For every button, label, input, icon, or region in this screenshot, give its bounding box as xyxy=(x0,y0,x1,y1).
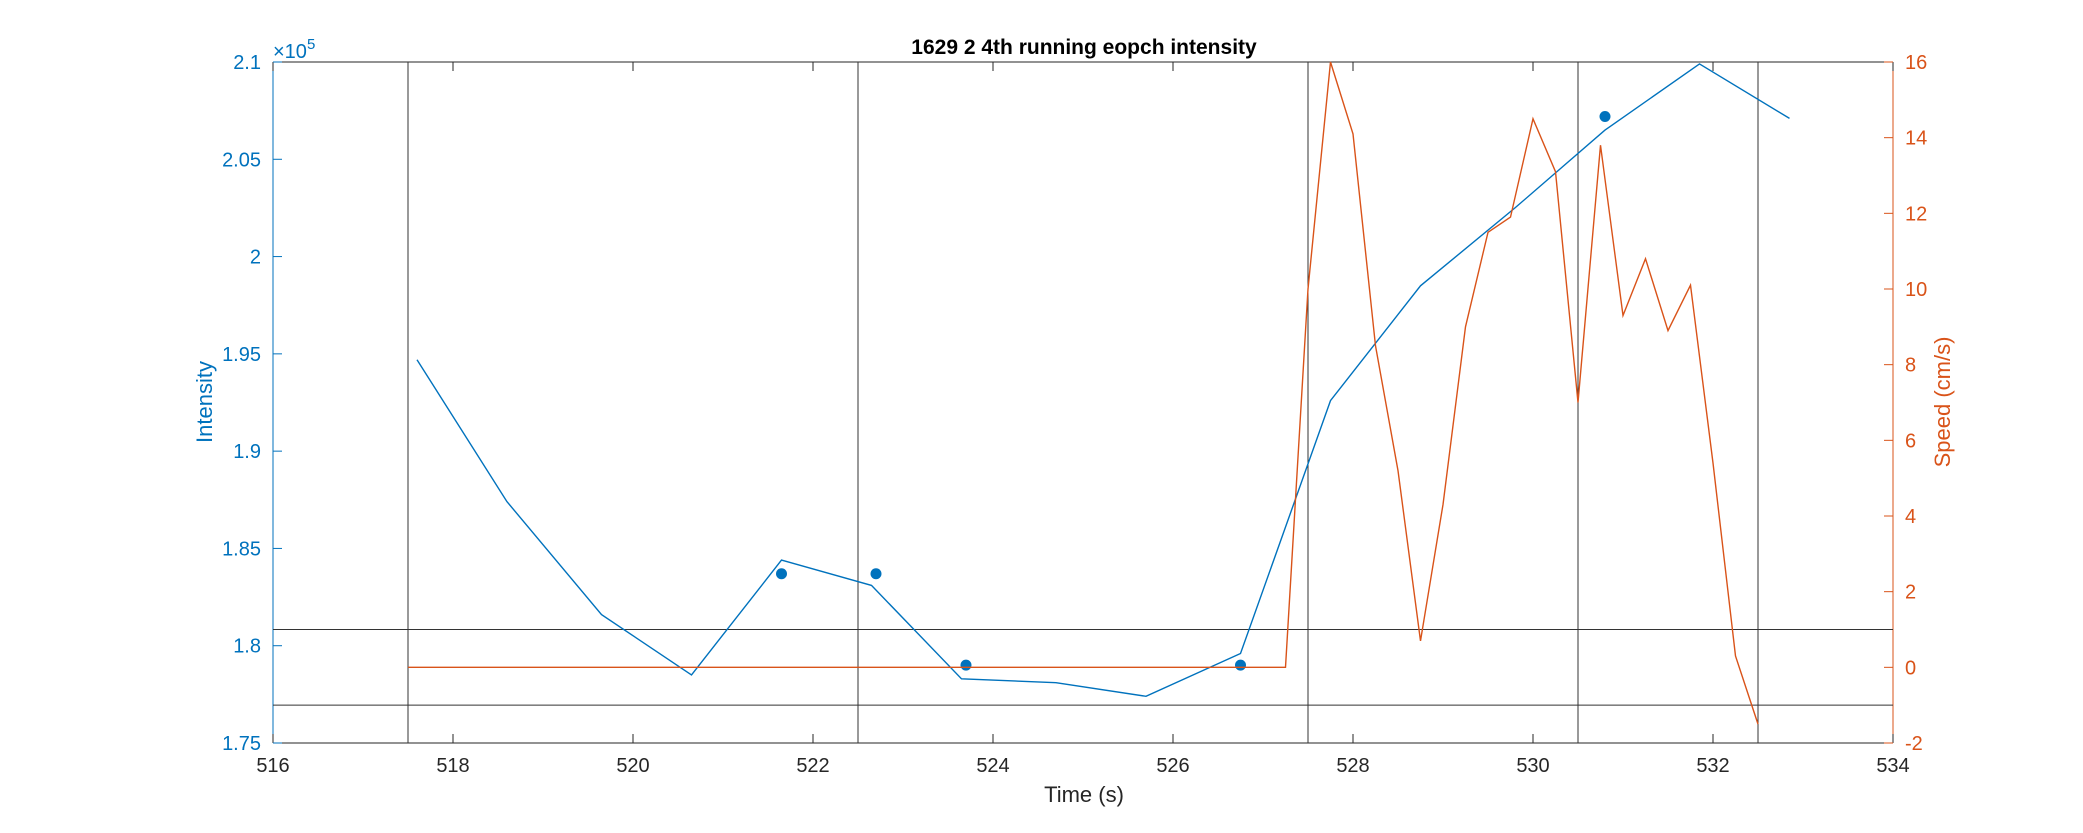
y-left-exponent-label: ×105 xyxy=(273,36,315,63)
x-tick-label: 526 xyxy=(1156,755,1189,777)
y-left-exponent-power: 5 xyxy=(307,36,315,53)
y-left-exponent-base: ×10 xyxy=(273,41,307,63)
y-right-tick-label: 4 xyxy=(1905,506,1916,528)
x-axis-title: Time (s) xyxy=(1044,782,1124,807)
x-tick-label: 528 xyxy=(1336,755,1369,777)
y-left-tick-label: 1.75 xyxy=(222,733,261,755)
speed-series-line xyxy=(408,61,1759,725)
y-right-tick-label: -2 xyxy=(1905,733,1923,755)
x-tick-label: 520 xyxy=(616,755,649,777)
y-left-tick-label: 2.1 xyxy=(233,52,261,74)
chart-title: 1629 2 4th running eopch intensity xyxy=(911,36,1257,59)
y-left-tick-label: 2 xyxy=(250,247,261,269)
x-tick-label: 516 xyxy=(256,755,289,777)
x-tick-label: 518 xyxy=(436,755,469,777)
intensity-marker-point xyxy=(870,568,882,580)
y-left-tick-label: 2.05 xyxy=(222,149,261,171)
intensity-marker-point xyxy=(960,659,972,671)
y-right-tick-label: 6 xyxy=(1905,430,1916,452)
intensity-marker-point xyxy=(776,568,787,580)
x-tick-label: 522 xyxy=(796,755,829,777)
intensity-marker-point xyxy=(1235,659,1246,671)
x-tick-label: 534 xyxy=(1876,755,1909,777)
y-right-tick-label: 2 xyxy=(1905,582,1916,604)
y-left-tick-label: 1.95 xyxy=(222,344,261,366)
y-right-axis-title: Speed (cm/s) xyxy=(1930,337,1955,468)
y-right-tick-label: 14 xyxy=(1905,128,1927,150)
y-right-tick-label: 10 xyxy=(1905,279,1927,301)
y-left-tick-label: 1.8 xyxy=(233,636,261,658)
y-right-tick-label: 16 xyxy=(1905,52,1927,74)
x-tick-label: 532 xyxy=(1696,755,1729,777)
y-right-tick-label: 12 xyxy=(1905,203,1927,225)
x-tick-label: 530 xyxy=(1516,755,1549,777)
y-right-tick-label: 0 xyxy=(1905,657,1916,679)
intensity-marker-point xyxy=(1599,110,1611,122)
y-left-axis-title: Intensity xyxy=(192,361,217,443)
y-left-tick-label: 1.9 xyxy=(233,441,261,463)
y-left-tick-label: 1.85 xyxy=(222,538,261,560)
x-tick-label: 524 xyxy=(976,755,1009,777)
intensity-series-line xyxy=(416,63,1790,698)
y-right-tick-label: 8 xyxy=(1905,355,1916,377)
